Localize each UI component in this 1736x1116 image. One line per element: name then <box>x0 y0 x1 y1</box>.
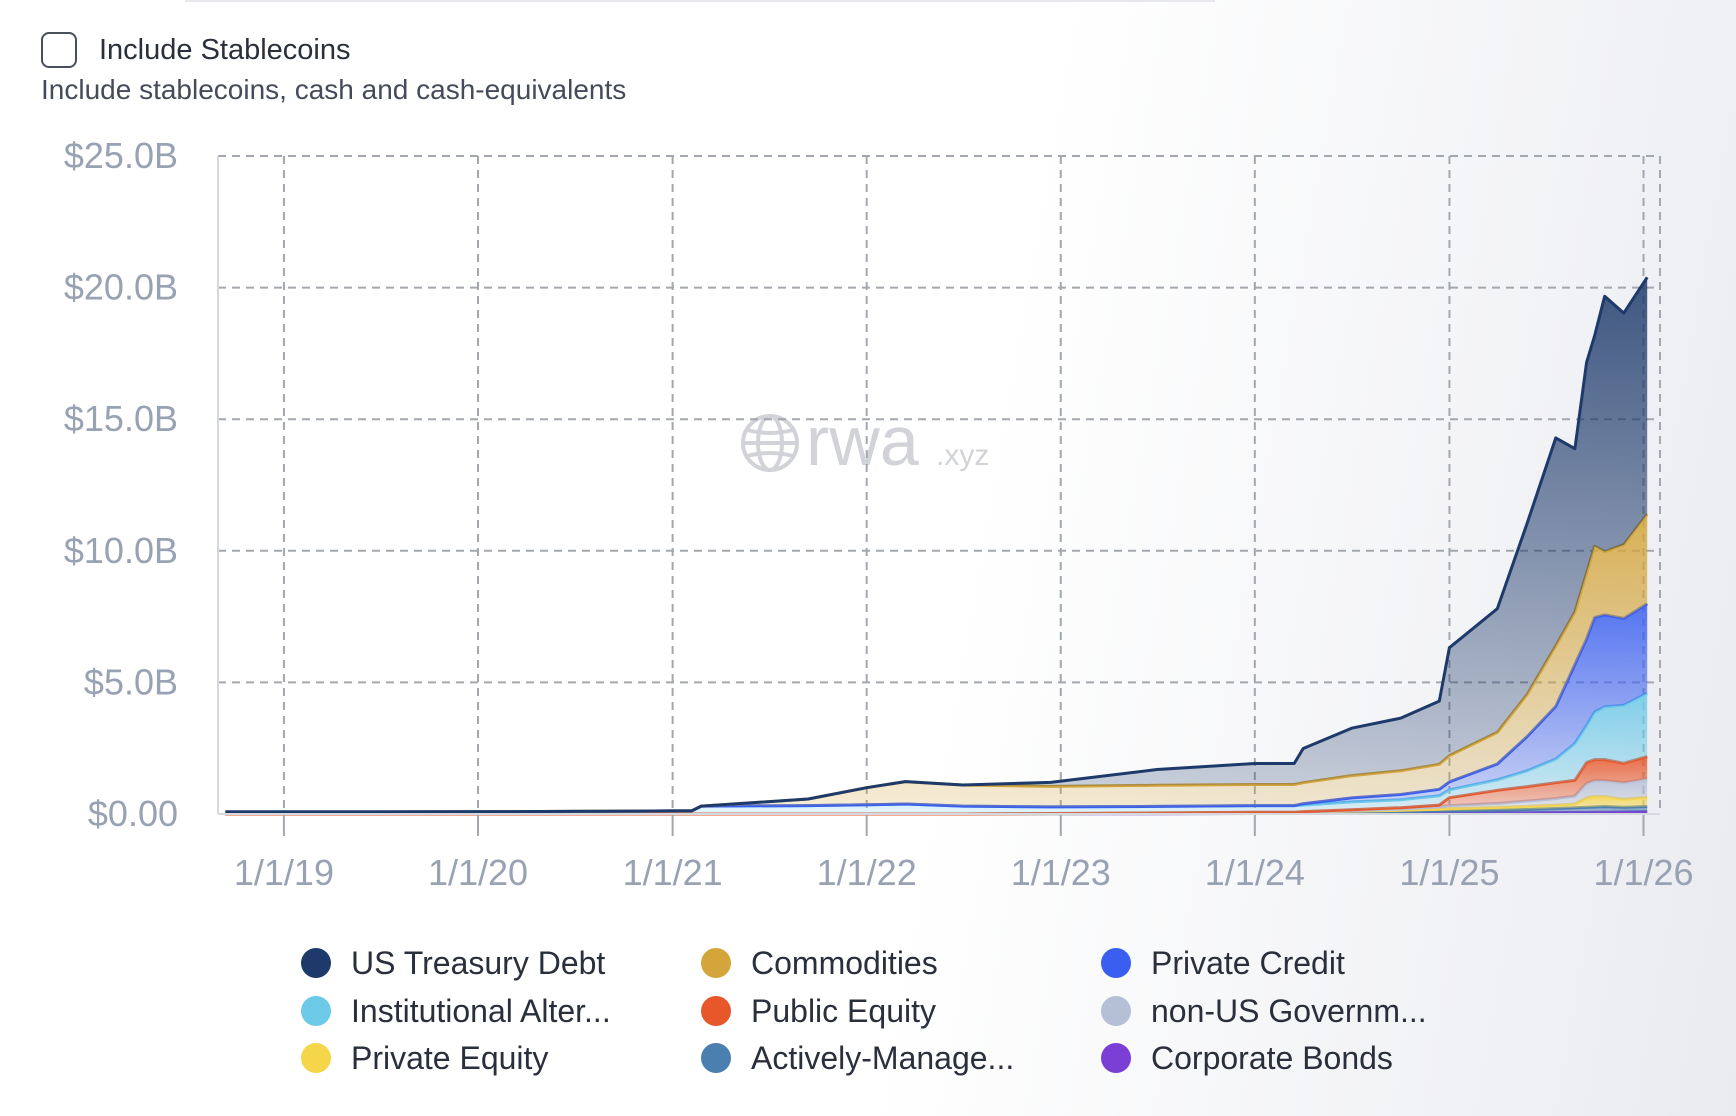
legend-label: Private Equity <box>351 1040 549 1076</box>
x-tick-label: 1/1/25 <box>1399 852 1499 893</box>
area-us-treasury-debt <box>225 277 1648 812</box>
legend-label: US Treasury Debt <box>351 945 606 981</box>
grid <box>217 155 1661 814</box>
globe-icon <box>741 414 799 472</box>
y-tick-label: $10.0B <box>64 530 178 571</box>
legend-label: Actively-Manage... <box>751 1040 1015 1076</box>
x-tick-label: 1/1/19 <box>234 852 334 893</box>
legend-label: Public Equity <box>751 993 936 1029</box>
x-tick-label: 1/1/23 <box>1011 852 1111 893</box>
y-tick-label: $0.00 <box>88 793 178 834</box>
legend-item[interactable]: Private Equity <box>301 1039 548 1077</box>
y-tick-label: $25.0B <box>64 135 178 176</box>
include-stablecoins-label: Include Stablecoins <box>99 33 351 66</box>
area-commodities <box>225 514 1648 812</box>
legend-item[interactable]: non-US Governm... <box>1101 992 1427 1030</box>
y-tick-label: $20.0B <box>64 267 178 308</box>
legend-label: Commodities <box>751 945 938 981</box>
legend-label: Corporate Bonds <box>1151 1040 1393 1076</box>
legend-label: Private Credit <box>1151 945 1345 981</box>
legend-dot-icon <box>1101 996 1131 1026</box>
stacked-areas <box>225 276 1649 816</box>
legend-item[interactable]: Public Equity <box>701 992 936 1030</box>
legend-label: Institutional Alter... <box>351 993 611 1029</box>
legend-dot-icon <box>301 948 331 978</box>
legend-item[interactable]: Actively-Manage... <box>701 1039 1014 1077</box>
include-stablecoins-description: Include stablecoins, cash and cash-equiv… <box>41 74 627 105</box>
x-tick-label: 1/1/21 <box>623 852 723 893</box>
watermark-brand: rwa <box>806 402 919 480</box>
top-divider <box>185 0 1215 2</box>
legend-label: non-US Governm... <box>1151 993 1427 1029</box>
legend-item[interactable]: Corporate Bonds <box>1101 1039 1393 1077</box>
x-tick-label: 1/1/22 <box>817 852 917 893</box>
legend-dot-icon <box>1101 948 1131 978</box>
legend-item[interactable]: Commodities <box>701 944 938 982</box>
legend-item[interactable]: Institutional Alter... <box>301 992 611 1030</box>
legend-dot-icon <box>301 1043 331 1073</box>
x-tick-label: 1/1/20 <box>428 852 528 893</box>
legend-dot-icon <box>301 996 331 1026</box>
legend-item[interactable]: Private Credit <box>1101 944 1345 982</box>
legend-dot-icon <box>701 948 731 978</box>
legend-dot-icon <box>1101 1043 1131 1073</box>
include-stablecoins-toggle[interactable]: Include Stablecoins <box>41 32 351 68</box>
y-tick-label: $5.0B <box>84 661 178 702</box>
x-tick-label: 1/1/24 <box>1205 852 1305 893</box>
watermark-suffix: .xyz <box>936 439 989 472</box>
line-us-treasury-debt <box>225 276 1649 814</box>
y-tick-label: $15.0B <box>64 398 178 439</box>
legend-dot-icon <box>701 1043 731 1073</box>
include-stablecoins-checkbox[interactable] <box>41 32 77 68</box>
legend-dot-icon <box>701 996 731 1026</box>
axes: $0.00 $5.0B $10.0B $15.0B $20.0B $25.0B 1/1/19… <box>64 135 1694 893</box>
x-tick-label: 1/1/26 <box>1593 852 1693 893</box>
watermark: rwa .xyz <box>741 402 989 480</box>
legend-item[interactable]: US Treasury Debt <box>301 944 605 982</box>
